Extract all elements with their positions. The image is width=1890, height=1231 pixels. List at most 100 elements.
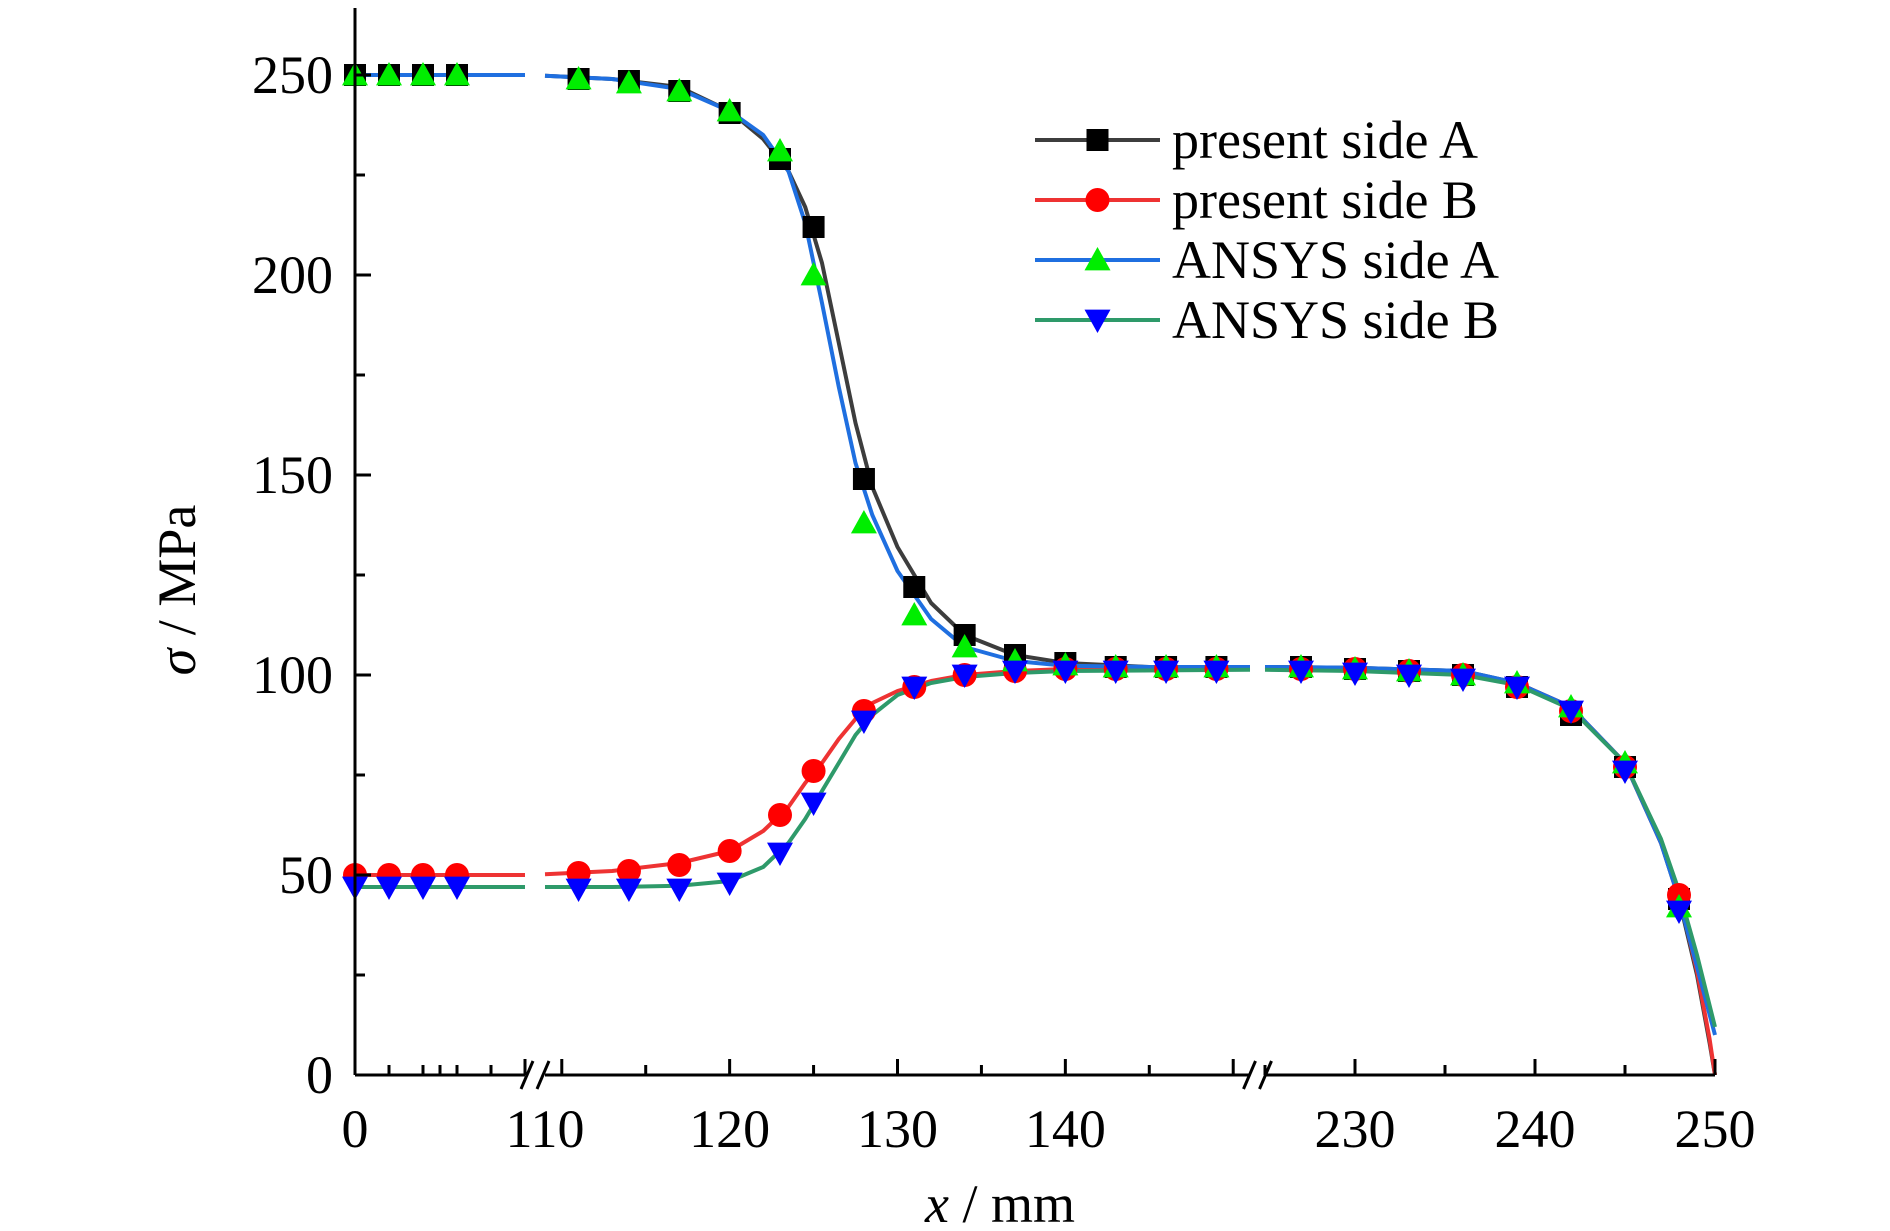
legend-item: present side B [1035,170,1478,230]
legend-label: present side B [1172,170,1478,230]
data-point [901,602,928,626]
data-point [1052,660,1079,684]
series-line [544,73,1250,669]
series-line [1264,665,1717,1076]
x-axis-title: x / mm [924,1174,1075,1231]
y-tick-label: 50 [279,845,333,905]
data-point [767,138,793,162]
data-point [1002,660,1028,684]
x-axis-break-mark [519,1060,535,1090]
data-point [1153,660,1180,684]
data-point [444,876,470,900]
data-point [951,664,978,688]
data-point [951,634,978,658]
data-point [852,468,875,490]
y-axis-title: σ / MPa [147,505,207,676]
series-1 [355,73,1717,1076]
y-tick-label: 100 [252,645,333,705]
series-2 [355,665,1717,1076]
data-point [376,876,402,900]
data-point [410,876,436,900]
data-point [802,216,825,238]
legend-label: ANSYS side A [1172,230,1499,290]
data-point [1450,668,1476,692]
data-point [666,878,693,902]
data-point [565,66,592,90]
data-point [410,62,436,86]
y-tick-label: 150 [252,445,333,505]
y-axis-unit: / MPa [147,505,207,649]
data-point [616,859,641,883]
y-tick-label: 250 [252,45,333,105]
data-point [850,710,877,734]
data-point [801,759,826,783]
legend-label: ANSYS side B [1172,290,1499,350]
data-point [565,878,592,902]
data-point [667,853,692,877]
data-point [376,62,402,86]
legend-item: ANSYS side B [1035,290,1499,350]
legend-marker [1085,188,1110,212]
series-line [544,73,1250,669]
data-point [800,262,827,286]
data-point [1203,660,1230,684]
data-point [800,792,827,816]
y-tick-label: 200 [252,245,333,305]
data-point [1288,660,1314,684]
legend-marker [1084,309,1111,333]
x-tick-label: 120 [689,1099,770,1159]
x-axis-break-mark [1242,1060,1257,1090]
data-point [716,872,743,896]
series-1-markers [344,64,1690,910]
data-point [717,839,742,863]
data-point [903,576,926,598]
series-line [1264,667,1717,1028]
data-point [1102,660,1129,684]
x-tick-label: 250 [1675,1099,1756,1159]
legend-item: present side A [1035,110,1478,170]
x-tick-label: 130 [857,1099,938,1159]
data-point [1342,662,1368,686]
data-point [615,878,642,902]
data-point [768,803,792,827]
data-point [1666,900,1692,924]
data-point [1612,760,1638,784]
data-point [850,510,877,534]
x-tick-label: 110 [506,1099,585,1159]
x-axis-break-mark [535,1060,551,1090]
series-line [545,667,1251,889]
y-axis-symbol: σ [147,646,207,675]
legend-item: ANSYS side A [1035,230,1499,290]
series-line [544,665,1251,877]
data-point [767,842,793,866]
y-tick-label: 0 [306,1045,333,1105]
data-point [615,70,642,94]
data-point [1396,664,1422,688]
x-tick-label: 230 [1315,1099,1396,1159]
series-line [1264,665,1717,1036]
data-point [716,98,743,122]
x-tick-label: 0 [342,1099,369,1159]
series-line [1264,665,1717,1076]
data-point [1558,700,1584,724]
legend-marker [1084,247,1111,271]
legend-label: present side A [1172,110,1478,170]
legend-marker [1086,129,1109,151]
data-point [666,78,693,102]
data-point [901,676,928,700]
series-3-markers [342,62,1692,918]
series-2-markers [343,657,1691,907]
axes-layer: 0 50 100 150 200 250 0 110 120 130 140 230 240 250 [252,8,1756,1159]
series-4-markers [342,660,1692,924]
series-layer [342,62,1717,1076]
data-point [444,62,470,86]
x-tick-label: 140 [1025,1099,1106,1159]
series-3 [355,73,1717,1036]
series-4 [355,667,1717,1028]
data-point [1504,676,1530,700]
x-tick-label: 240 [1495,1099,1576,1159]
x-axis-unit: / mm [949,1174,1075,1231]
x-axis-symbol: x [924,1174,949,1231]
